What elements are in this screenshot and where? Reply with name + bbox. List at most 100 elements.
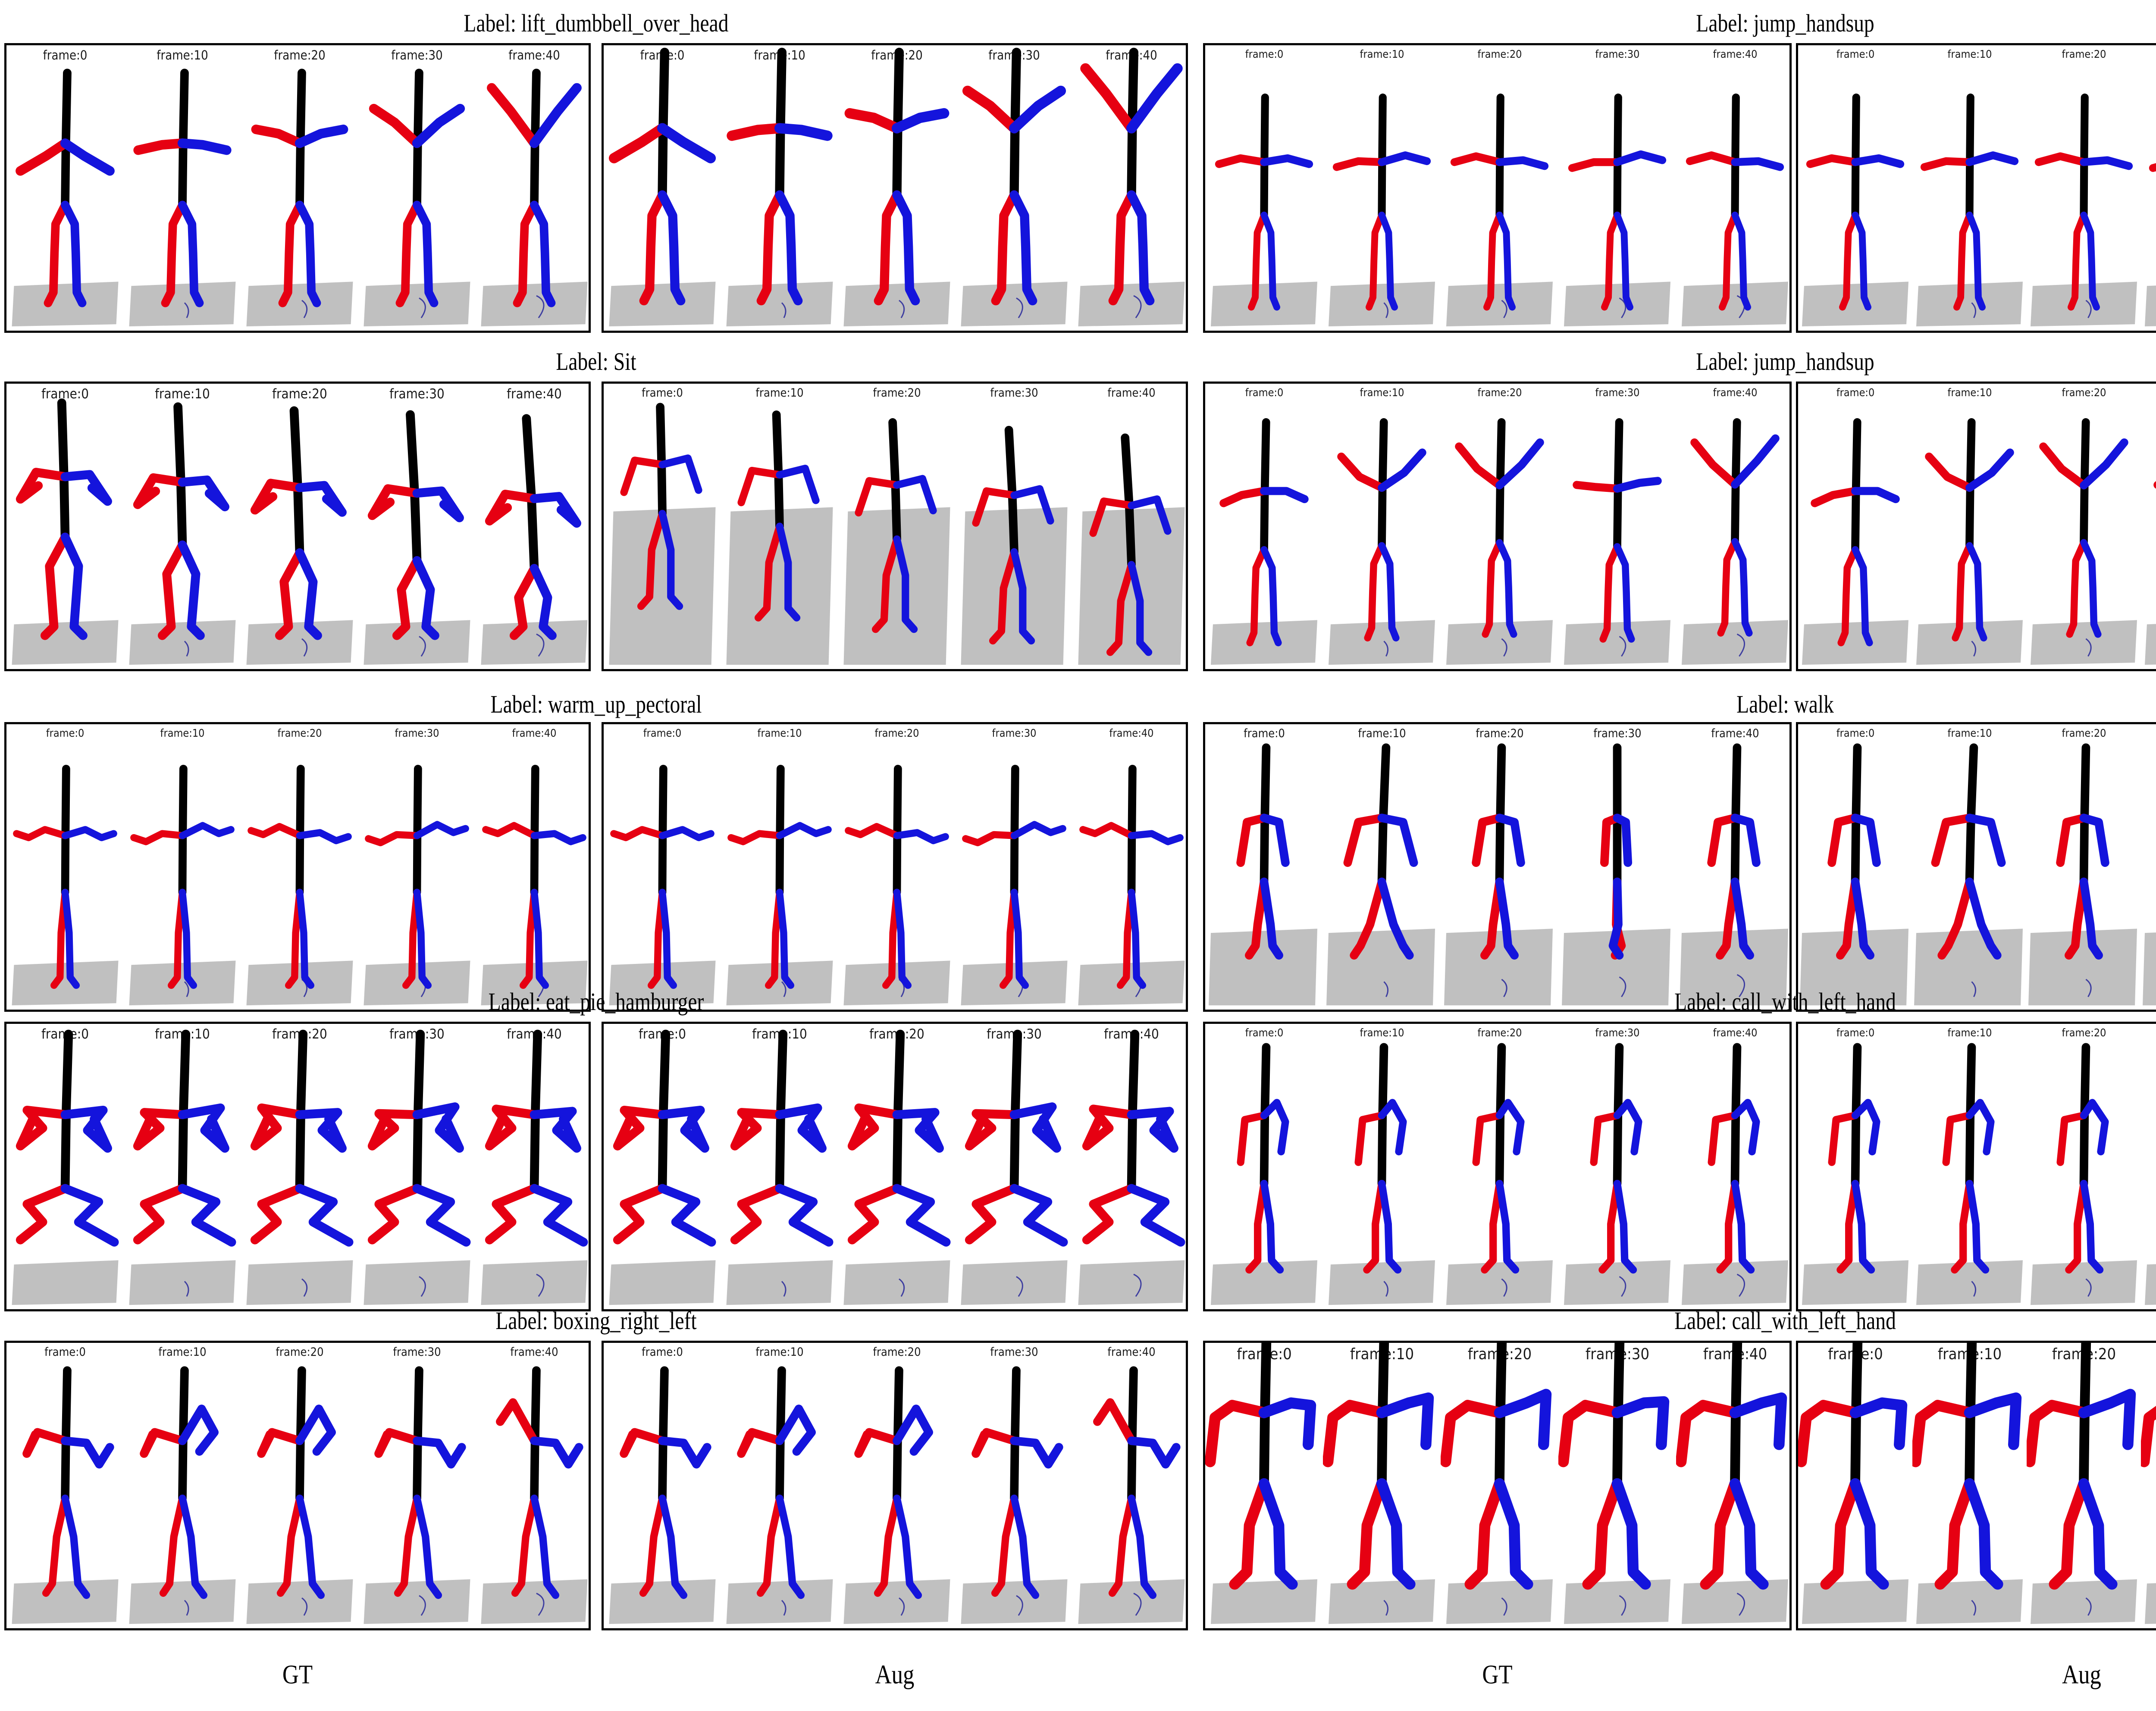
frame-label: frame:0: [44, 1345, 86, 1359]
frame-label: frame:30: [1595, 386, 1639, 399]
left-limb-bone: [367, 1109, 422, 1151]
frame-label: frame:10: [1947, 1026, 1992, 1039]
left-limb-bone: [871, 535, 901, 633]
frame-label: frame:20: [1475, 727, 1524, 740]
frame-cell-call_with_left_hand2-aug-1: frame:10: [1912, 1343, 2027, 1628]
spine-bone: [295, 765, 305, 897]
skeleton-bones: [1912, 1343, 2022, 1590]
ground-plane: [1802, 1260, 1909, 1305]
right-limb-bone: [296, 829, 352, 845]
skeleton-bones: [1343, 743, 1418, 960]
ground-plane: [2030, 282, 2137, 327]
skeleton-frame: [1681, 94, 1789, 327]
skeleton-bones: [367, 1029, 471, 1247]
ground-plane: [961, 282, 1068, 327]
frame-label: frame:10: [1947, 386, 1992, 399]
frame-cell-jump_handsup-gt-4: frame:40: [1676, 45, 1789, 331]
skeleton-bones: [1573, 418, 1662, 643]
frame-cell-call_with_left_hand2-aug-0: frame:0: [1798, 1343, 1912, 1628]
ground-plane: [1078, 1579, 1185, 1624]
skeleton-frame: [246, 1029, 354, 1305]
frame-cell-eat_pie_hamburger-gt-3: frame:30: [358, 1024, 476, 1309]
right-limb-bone: [1851, 877, 1874, 960]
left-limb-bone: [22, 1428, 69, 1458]
right-limb-bone: [178, 1184, 236, 1247]
frame-cell-walk-gt-1: frame:10: [1323, 724, 1441, 1010]
ground-plane: [129, 960, 236, 1006]
left-limb-bone: [1229, 1478, 1270, 1590]
left-limb-bone: [1480, 877, 1504, 960]
left-limb-bone: [1912, 1400, 1975, 1467]
trajectory-path: [536, 295, 545, 319]
left-limb-bone: [250, 1184, 304, 1245]
right-limb-bone: [530, 492, 581, 528]
trajectory-path: [301, 638, 308, 657]
ground-plane: [2030, 1260, 2137, 1305]
right-limb-bone: [2080, 1179, 2104, 1274]
spine-bone: [1260, 418, 1270, 554]
skeleton-frame: [843, 418, 950, 665]
skeleton-bones: [962, 47, 1066, 306]
skeleton-bones: [620, 1366, 711, 1599]
frame-cell-jump_handsup-aug-2: frame:20: [2027, 45, 2141, 331]
right-limb-bone: [776, 464, 820, 504]
ground-plane: [481, 282, 588, 327]
ground-plane: [2028, 929, 2137, 1006]
right-limb-bone: [1010, 548, 1035, 644]
left-limb-bone: [1246, 546, 1268, 647]
skeleton-frame: [1802, 418, 1909, 665]
right-limb-bone: [1009, 85, 1066, 134]
trajectory-path: [2085, 1597, 2092, 1616]
frame-label: frame:0: [1245, 1026, 1283, 1039]
spine-bone: [1495, 94, 1504, 219]
left-limb-bone: [1108, 190, 1136, 306]
frame-cell-sit-gt-1: frame:10: [124, 384, 241, 669]
spine-bone: [412, 1029, 425, 1193]
right-limb-bone: [530, 1494, 560, 1599]
frame-cell-boxing_right_left-gt-2: frame:20: [241, 1343, 358, 1628]
right-limb-bone: [1965, 877, 2002, 960]
frame-cell-call_with_left_hand2-aug-3: frame:30: [2141, 1343, 2156, 1628]
frame-cell-lift_dumbbell_over_head-aug-2: frame:20: [838, 45, 956, 331]
frame-cell-jump_handsup-aug-1: frame:10: [1912, 45, 2027, 331]
frame-cell-call_with_left_hand-gt-0: frame:0: [1205, 1024, 1323, 1309]
skeleton-bones: [485, 1029, 588, 1247]
right-limb-bone: [1731, 157, 1784, 171]
left-limb-bone: [610, 826, 666, 841]
skeleton-frame: [1441, 1343, 1553, 1624]
ground-plane: [1916, 620, 2023, 665]
skeleton-frame: [609, 765, 716, 1006]
skeleton-frame: [1916, 1043, 2023, 1305]
spine-bone: [178, 765, 188, 897]
left-limb-bone: [1717, 538, 1739, 637]
right-limb-bone: [530, 564, 557, 640]
left-limb-bone: [395, 200, 421, 307]
left-limb-bone: [16, 1105, 70, 1151]
frame-cell-eat_pie_hamburger-aug-1: frame:10: [721, 1024, 838, 1309]
left-limb-bone: [2049, 1478, 2090, 1590]
skeleton-bones: [369, 69, 465, 307]
frame-label: frame:30: [990, 1345, 1038, 1359]
skeleton-frame: [1681, 1043, 1789, 1305]
left-limb-bone: [1236, 813, 1269, 867]
frame-cell-boxing_right_left-gt-1: frame:10: [124, 1343, 241, 1628]
skeleton-frame: [364, 1366, 470, 1624]
ground-plane: [481, 620, 588, 665]
ground-plane: [1210, 620, 1318, 665]
skeleton-bones: [1219, 418, 1309, 647]
right-limb-bone: [1965, 1179, 1990, 1274]
right-limb-bone: [1614, 211, 1633, 311]
left-limb-bone: [756, 190, 784, 306]
ground-plane: [1564, 282, 1671, 327]
frame-label: frame:30: [395, 727, 439, 739]
frame-cell-sit-gt-0: frame:0: [6, 384, 124, 669]
right-limb-bone: [2080, 211, 2100, 311]
right-limb-bone: [2078, 1478, 2118, 1590]
ground-plane: [1078, 960, 1185, 1006]
skeleton-frame: [1446, 94, 1553, 327]
frame-label: frame:0: [1836, 386, 1874, 399]
ground-plane: [2030, 1579, 2137, 1624]
